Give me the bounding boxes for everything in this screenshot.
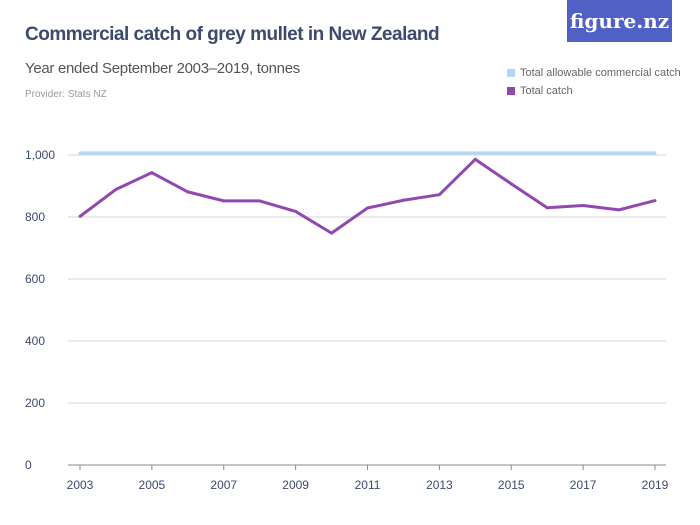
- legend-label: Total allowable commercial catch: [520, 67, 681, 79]
- data-point: [617, 208, 621, 212]
- data-point: [509, 182, 513, 186]
- y-tick-label: 600: [25, 272, 45, 286]
- x-tick-label: 2003: [67, 478, 94, 492]
- data-point: [294, 209, 298, 213]
- data-point: [186, 151, 190, 155]
- data-point: [653, 151, 657, 155]
- legend-item-tacc: Total allowable commercial catch: [507, 67, 681, 79]
- data-point: [401, 151, 405, 155]
- y-tick-label: 400: [25, 334, 45, 348]
- data-point: [258, 199, 262, 203]
- data-point: [294, 151, 298, 155]
- figure-nz-logo[interactable]: figure.nz: [567, 0, 672, 42]
- legend-swatch: [507, 87, 515, 95]
- x-tick-label: 2005: [139, 478, 166, 492]
- legend-label: Total catch: [520, 85, 573, 97]
- x-tick-label: 2013: [426, 478, 453, 492]
- data-point: [473, 151, 477, 155]
- data-point: [653, 199, 657, 203]
- x-tick-label: 2017: [570, 478, 597, 492]
- x-tick-label: 2015: [498, 478, 525, 492]
- data-point: [366, 206, 369, 210]
- legend: Total allowable commercial catch Total c…: [507, 67, 681, 103]
- data-point: [437, 193, 441, 197]
- data-point: [150, 151, 154, 155]
- data-point: [258, 151, 262, 155]
- x-tick-label: 2009: [282, 478, 309, 492]
- data-point: [114, 187, 118, 191]
- data-point: [581, 204, 585, 208]
- data-point: [401, 198, 405, 202]
- data-point: [186, 190, 190, 194]
- data-point: [366, 151, 369, 155]
- x-tick-label: 2019: [642, 478, 669, 492]
- data-point: [509, 151, 513, 155]
- data-point: [617, 151, 621, 155]
- data-point: [581, 151, 585, 155]
- data-point: [222, 199, 226, 203]
- provider: Provider: Stats NZ: [25, 89, 107, 100]
- chart-title: Commercial catch of grey mullet in New Z…: [25, 24, 440, 45]
- data-point: [437, 151, 441, 155]
- data-point: [545, 151, 549, 155]
- y-tick-label: 200: [25, 396, 45, 410]
- data-point: [473, 157, 477, 161]
- data-point: [78, 151, 82, 155]
- data-point: [78, 214, 82, 218]
- series-line-total-catch: [79, 157, 656, 235]
- x-tick-label: 2007: [210, 478, 237, 492]
- y-tick-label: 0: [25, 458, 32, 472]
- data-point: [150, 171, 154, 175]
- y-tick-label: 1,000: [25, 148, 55, 162]
- legend-swatch: [507, 69, 515, 77]
- y-tick-label: 800: [25, 210, 45, 224]
- data-point: [114, 151, 118, 155]
- data-point: [222, 151, 226, 155]
- chart-subtitle: Year ended September 2003–2019, tonnes: [25, 60, 300, 77]
- data-point: [545, 206, 549, 210]
- x-tick-label: 2011: [355, 478, 381, 492]
- data-point: [330, 231, 334, 235]
- legend-item-total: Total catch: [507, 85, 681, 97]
- data-point: [330, 151, 334, 155]
